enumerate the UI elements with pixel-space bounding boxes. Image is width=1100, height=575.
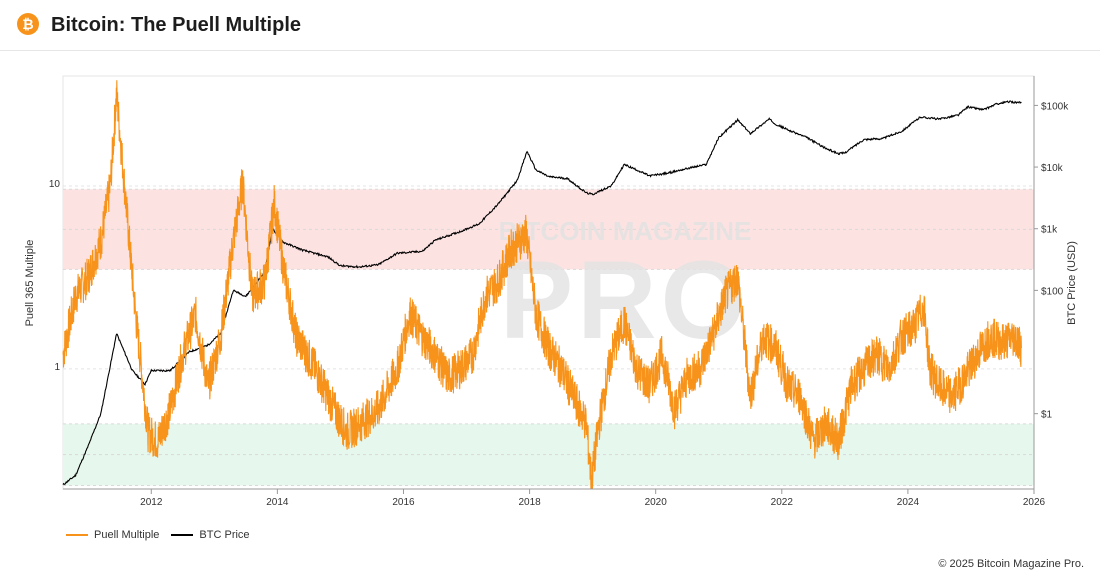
undervalued-zone bbox=[63, 423, 1034, 486]
y-left-tick-label: 1 bbox=[54, 362, 60, 373]
legend-swatch-btc bbox=[171, 534, 194, 536]
x-tick-label: 2020 bbox=[645, 497, 668, 508]
y-left-tick-label: 10 bbox=[49, 179, 61, 190]
y-right-tick-label: $100k bbox=[1041, 101, 1069, 112]
y-right-tick-label: $100 bbox=[1041, 286, 1064, 297]
x-tick-label: 2026 bbox=[1023, 497, 1046, 508]
bitcoin-logo-icon: ₿ bbox=[17, 13, 39, 35]
page-header: ₿ Bitcoin: The Puell Multiple bbox=[0, 0, 1100, 51]
copyright-footer: © 2025 Bitcoin Magazine Pro. bbox=[938, 558, 1084, 570]
legend-label-btc: BTC Price bbox=[199, 529, 250, 541]
y-right-tick-label: $1k bbox=[1041, 225, 1058, 236]
legend-label-puell: Puell Multiple bbox=[94, 529, 160, 541]
y-axis-right-label: BTC Price (USD) bbox=[1066, 241, 1078, 325]
x-tick-label: 2014 bbox=[266, 497, 289, 508]
legend-item-puell[interactable]: Puell Multiple bbox=[66, 529, 159, 541]
page-title: Bitcoin: The Puell Multiple bbox=[51, 14, 301, 36]
legend-item-btc[interactable]: BTC Price bbox=[171, 529, 250, 541]
x-tick-label: 2012 bbox=[140, 497, 163, 508]
x-tick-label: 2024 bbox=[897, 497, 920, 508]
y-axis-left-label: Puell 365 Multiple bbox=[24, 240, 36, 327]
x-tick-label: 2018 bbox=[518, 497, 541, 508]
puell-multiple-line bbox=[62, 80, 1022, 490]
watermark-top-text: BITCOIN MAGAZINE bbox=[499, 216, 752, 246]
legend-swatch-puell bbox=[66, 534, 88, 536]
y-right-tick-label: $1 bbox=[1041, 410, 1053, 421]
chart-legend: Puell Multiple BTC Price bbox=[66, 529, 250, 541]
x-tick-label: 2016 bbox=[392, 497, 415, 508]
puell-multiple-chart: BITCOIN MAGAZINE PRO 101$100k$10k$1k$100… bbox=[24, 75, 1078, 508]
y-right-tick-label: $10k bbox=[1041, 163, 1064, 174]
x-tick-label: 2022 bbox=[771, 497, 794, 508]
overvalued-zone bbox=[63, 189, 1034, 270]
